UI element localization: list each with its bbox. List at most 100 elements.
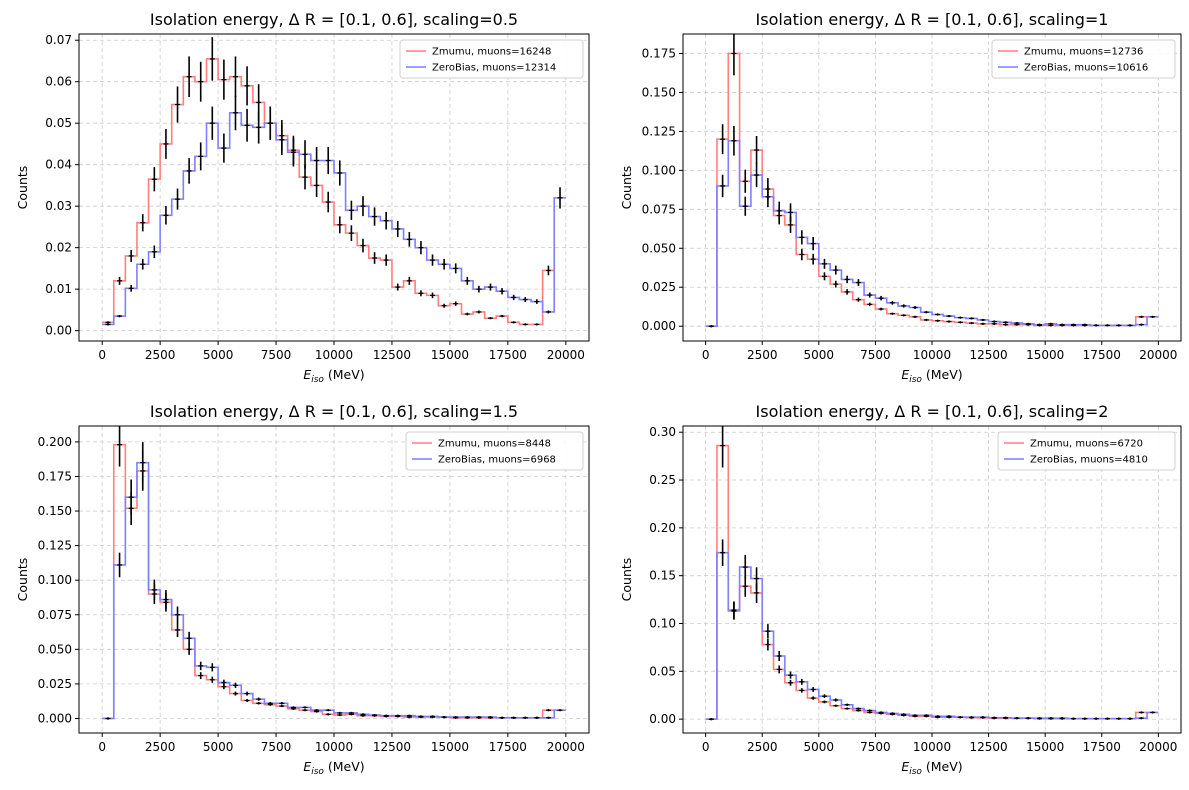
series-group	[102, 37, 566, 326]
x-axis-label-unit: (MeV)	[324, 759, 365, 774]
x-tick-label: 15000	[431, 348, 469, 362]
chart-panel-2: 0 2500 5000 7500 10000 12500 15000 17500 20000 0.…	[619, 10, 1182, 385]
x-tick-label: 0	[98, 348, 106, 362]
x-tick-label: 5000	[804, 740, 835, 754]
x-tick-label: 17500	[1083, 740, 1121, 754]
x-axis-label-subscript: iso	[909, 767, 922, 777]
legend-entry: ZeroBias, muons=12314	[432, 63, 556, 74]
y-tick-label: 0.00	[649, 712, 676, 726]
legend: Zmumu, muons=6720 ZeroBias, muons=4810	[997, 431, 1176, 471]
y-tick-label: 0.150	[38, 504, 72, 518]
y-tick-label: 0.05	[649, 664, 676, 678]
x-tick-label: 7500	[860, 348, 891, 362]
x-tick-label: 5000	[203, 740, 234, 754]
y-axis-label: Counts	[619, 558, 634, 602]
y-tick-label: 0.02	[45, 241, 72, 255]
legend: Zmumu, muons=16248 ZeroBias, muons=12314	[399, 39, 584, 79]
x-tick-label: 17500	[1083, 348, 1121, 362]
x-tick-label: 10000	[913, 348, 951, 362]
y-tick-label: 0.075	[38, 608, 72, 622]
y-tick-label: 0.25	[649, 473, 676, 487]
legend-entry: Zmumu, muons=6720	[1030, 439, 1143, 450]
x-axis-label: Eiso (MeV)	[901, 367, 962, 385]
series-group	[102, 426, 566, 720]
y-tick-label: 0.01	[45, 282, 72, 296]
x-tick-label: 20000	[1139, 348, 1177, 362]
chart-title: Isolation energy, Δ R = [0.1, 0.6], scal…	[150, 10, 518, 29]
y-tick-label: 0.125	[38, 539, 72, 553]
legend: Zmumu, muons=12736 ZeroBias, muons=10616	[991, 39, 1176, 79]
y-tick-label: 0.150	[642, 85, 676, 99]
x-axis-label-unit: (MeV)	[324, 367, 365, 382]
y-tick-label: 0.04	[45, 158, 72, 172]
y-tick-label: 0.100	[642, 163, 676, 177]
x-tick-label: 12500	[373, 740, 411, 754]
legend-entry: Zmumu, muons=16248	[432, 47, 551, 58]
x-axis-label-main: E	[303, 759, 311, 774]
y-tick-label: 0.025	[642, 280, 676, 294]
y-tick-label: 0.100	[38, 573, 72, 587]
chart-panel-3: 0 2500 5000 7500 10000 12500 15000 17500 20000 0.…	[15, 402, 590, 777]
y-tick-label: 0.050	[38, 642, 72, 656]
histogram-step-series-1	[102, 443, 555, 720]
y-tick-label: 0.025	[38, 677, 72, 691]
x-tick-label: 12500	[373, 348, 411, 362]
y-tick-label: 0.07	[45, 33, 72, 47]
y-tick-label: 0.20	[649, 521, 676, 535]
x-axis-label: Eiso (MeV)	[303, 759, 364, 777]
legend-entry: ZeroBias, muons=10616	[1024, 63, 1148, 74]
chart-panel-1: 0 2500 5000 7500 10000 12500 15000 17500 20000 0.…	[15, 10, 590, 385]
y-tick-label: 0.10	[649, 616, 676, 630]
chart-title: Isolation energy, Δ R = [0.1, 0.6], scal…	[756, 402, 1109, 421]
legend-entry: ZeroBias, muons=4810	[1030, 455, 1148, 466]
x-axis-label-main: E	[901, 759, 909, 774]
legend-entry: Zmumu, muons=12736	[1024, 47, 1143, 58]
y-tick-label: 0.03	[45, 199, 72, 213]
legend-entry: ZeroBias, muons=6968	[438, 455, 556, 466]
x-tick-label: 2500	[145, 740, 176, 754]
y-tick-label: 0.000	[642, 319, 676, 333]
x-tick-label: 5000	[203, 348, 234, 362]
legend-box	[997, 431, 1176, 471]
y-axis-label: Counts	[619, 166, 634, 210]
x-tick-label: 10000	[315, 348, 353, 362]
y-tick-label: 0.125	[642, 124, 676, 138]
x-tick-label: 15000	[1026, 740, 1064, 754]
y-axis-label: Counts	[15, 558, 30, 602]
y-tick-label: 0.00	[45, 324, 72, 338]
legend: Zmumu, muons=8448 ZeroBias, muons=6968	[405, 431, 584, 471]
y-tick-label: 0.30	[649, 425, 676, 439]
y-tick-label: 0.050	[642, 241, 676, 255]
legend-entry: Zmumu, muons=8448	[438, 439, 551, 450]
x-tick-label: 5000	[804, 348, 835, 362]
legend-box	[405, 431, 584, 471]
x-tick-label: 7500	[261, 348, 292, 362]
x-tick-label: 20000	[547, 348, 585, 362]
x-axis-label: Eiso (MeV)	[901, 759, 962, 777]
histogram-step-series-1	[705, 444, 1148, 720]
series-group	[705, 34, 1159, 328]
y-tick-label: 0.000	[38, 711, 72, 725]
x-axis-label-unit: (MeV)	[922, 759, 963, 774]
x-tick-label: 0	[98, 740, 106, 754]
x-tick-label: 12500	[969, 740, 1007, 754]
legend-box	[399, 39, 584, 79]
legend-box	[991, 39, 1176, 79]
x-tick-label: 17500	[489, 348, 527, 362]
x-tick-label: 2500	[145, 348, 176, 362]
y-tick-label: 0.200	[38, 435, 72, 449]
x-tick-label: 17500	[489, 740, 527, 754]
x-tick-label: 15000	[431, 740, 469, 754]
y-axis-label: Counts	[15, 166, 30, 210]
y-tick-label: 0.05	[45, 116, 72, 130]
x-axis-label-subscript: iso	[909, 375, 922, 385]
x-tick-label: 2500	[747, 740, 778, 754]
x-axis-label-subscript: iso	[311, 767, 324, 777]
x-axis-label: Eiso (MeV)	[303, 367, 364, 385]
y-tick-label: 0.06	[45, 75, 72, 89]
histogram-step-series-1	[102, 58, 555, 326]
y-tick-label: 0.175	[642, 46, 676, 60]
series-group	[705, 426, 1159, 721]
